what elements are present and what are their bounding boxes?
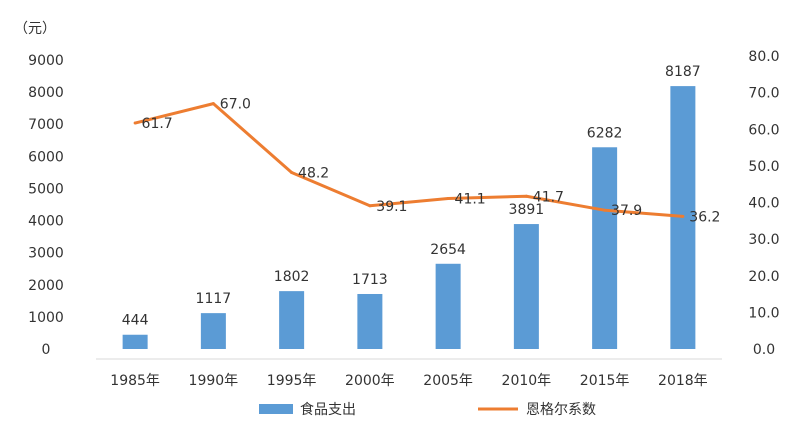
- line-point: [211, 102, 215, 106]
- line-point: [290, 170, 294, 174]
- bar: [279, 291, 305, 349]
- y-left-tick-label: 4000: [28, 214, 64, 230]
- y-left-tick-label: 6000: [28, 149, 64, 165]
- line-point: [368, 204, 372, 208]
- legend-bar-swatch: [259, 404, 293, 414]
- x-tick-label: 1985年: [110, 373, 160, 389]
- y-right-tick-label: 80.0: [748, 49, 779, 65]
- y-left-tick-label: 7000: [28, 117, 64, 133]
- labels-layer: 444 1117 1802 1713 2654 3891 6282 8187 61.7 67.0 4…: [122, 64, 721, 329]
- line-value-label: 61.7: [142, 116, 173, 132]
- x-tick-label: 2018年: [658, 373, 708, 389]
- x-tick-label: 1990年: [189, 373, 239, 389]
- y-right-tick-label: 40.0: [748, 196, 779, 212]
- y-right-tick-label: 0.0: [753, 342, 775, 358]
- x-tick-label: 1995年: [267, 373, 317, 389]
- bar-value-label: 444: [122, 313, 149, 329]
- bar-value-label: 2654: [430, 242, 466, 258]
- y-left-tick-label: 2000: [28, 278, 64, 294]
- y-left-tick-label: 0: [42, 342, 51, 358]
- legend: 食品支出 恩格尔系数: [259, 401, 596, 418]
- line-point: [603, 208, 607, 212]
- bar: [357, 293, 383, 349]
- bar-value-label: 3891: [509, 202, 545, 218]
- line-point: [133, 121, 137, 125]
- y-left-unit-label: （元）: [14, 21, 56, 37]
- y-left-tick-label: 1000: [28, 310, 64, 326]
- line-value-label: 67.0: [220, 97, 251, 113]
- bar: [513, 224, 539, 349]
- bar: [122, 334, 148, 349]
- bar: [435, 263, 461, 349]
- line-value-label: 37.9: [611, 203, 642, 219]
- axes-layer: （元） 0 1000 2000 3000 4000 5000 6000 7000 8000 9000…: [14, 21, 780, 389]
- y-left-tick-label: 9000: [28, 53, 64, 69]
- bar: [592, 147, 618, 349]
- y-right-tick-label: 10.0: [748, 305, 779, 321]
- line-value-label: 41.7: [533, 189, 564, 205]
- bars-layer: [122, 86, 696, 350]
- bar-value-label: 1713: [352, 272, 388, 288]
- y-right-tick-label: 20.0: [748, 269, 779, 285]
- x-tick-label: 2000年: [345, 373, 395, 389]
- y-right-tick-label: 60.0: [748, 122, 779, 138]
- x-tick-label: 2010年: [502, 373, 552, 389]
- y-right-tick-label: 50.0: [748, 159, 779, 175]
- engel-line: [134, 102, 683, 218]
- line-layer: [133, 102, 685, 218]
- bar-value-label: 1802: [274, 269, 310, 285]
- bar-value-label: 8187: [665, 64, 701, 80]
- x-tick-label: 2015年: [580, 373, 630, 389]
- y-left-tick-label: 5000: [28, 181, 64, 197]
- y-left-tick-label: 3000: [28, 246, 64, 262]
- line-value-label: 36.2: [689, 209, 720, 225]
- line-value-label: 39.1: [376, 199, 407, 215]
- line-value-label: 41.1: [455, 191, 486, 207]
- y-left-tick-label: 8000: [28, 85, 64, 101]
- x-tick-label: 2005年: [423, 373, 473, 389]
- line-value-label: 48.2: [298, 165, 329, 181]
- line-point: [446, 196, 450, 200]
- legend-bar-label: 食品支出: [300, 401, 356, 418]
- bar-value-label: 1117: [196, 291, 232, 307]
- line-point: [524, 194, 528, 198]
- y-right-tick-label: 70.0: [748, 86, 779, 102]
- line-point: [681, 214, 685, 218]
- bar-value-label: 6282: [587, 125, 623, 141]
- bar: [200, 313, 226, 349]
- y-right-tick-label: 30.0: [748, 232, 779, 248]
- legend-line-label: 恩格尔系数: [526, 402, 596, 418]
